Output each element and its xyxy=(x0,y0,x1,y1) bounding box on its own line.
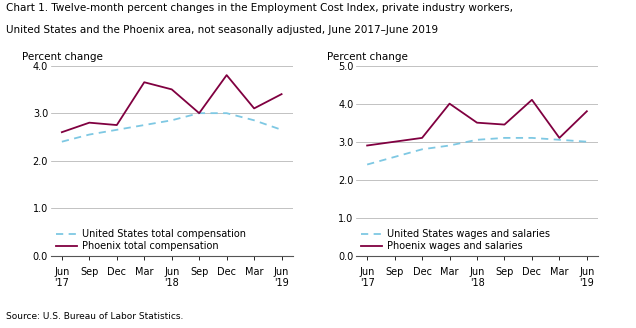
Text: Sep: Sep xyxy=(80,267,99,277)
Phoenix wages and salaries xyxy=(528,98,536,102)
Legend: United States wages and salaries, Phoenix wages and salaries: United States wages and salaries, Phoeni… xyxy=(357,225,554,255)
United States wages and salaries xyxy=(418,147,426,151)
Phoenix total compensation xyxy=(141,80,148,84)
Text: Jun: Jun xyxy=(469,267,485,277)
Phoenix wages and salaries xyxy=(583,109,591,113)
Text: Dec: Dec xyxy=(217,267,236,277)
Phoenix total compensation xyxy=(195,111,203,115)
Phoenix wages and salaries xyxy=(391,140,398,144)
United States wages and salaries xyxy=(446,144,453,148)
Text: '19: '19 xyxy=(579,278,594,288)
United States total compensation xyxy=(195,111,203,115)
Phoenix wages and salaries xyxy=(556,136,563,140)
Line: Phoenix total compensation: Phoenix total compensation xyxy=(62,75,282,132)
United States total compensation xyxy=(141,123,148,127)
Phoenix total compensation xyxy=(85,121,93,125)
Phoenix total compensation xyxy=(278,92,286,96)
Phoenix total compensation xyxy=(223,73,230,77)
Text: Dec: Dec xyxy=(522,267,541,277)
Text: Percent change: Percent change xyxy=(327,52,408,62)
Text: Jun: Jun xyxy=(54,267,69,277)
Text: Percent change: Percent change xyxy=(22,52,103,62)
United States total compensation xyxy=(113,128,121,132)
United States total compensation xyxy=(223,111,230,115)
Line: United States wages and salaries: United States wages and salaries xyxy=(367,138,587,165)
Phoenix wages and salaries xyxy=(418,136,426,140)
Text: United States and the Phoenix area, not seasonally adjusted, June 2017–June 2019: United States and the Phoenix area, not … xyxy=(6,25,438,34)
Line: United States total compensation: United States total compensation xyxy=(62,113,282,142)
Text: Sep: Sep xyxy=(190,267,209,277)
Text: Source: U.S. Bureau of Labor Statistics.: Source: U.S. Bureau of Labor Statistics. xyxy=(6,313,184,321)
United States wages and salaries xyxy=(556,138,563,142)
Text: Jun: Jun xyxy=(579,267,595,277)
Text: '18: '18 xyxy=(469,278,485,288)
United States total compensation xyxy=(278,128,286,132)
United States total compensation xyxy=(251,118,258,122)
Legend: United States total compensation, Phoenix total compensation: United States total compensation, Phoeni… xyxy=(52,225,250,255)
United States wages and salaries xyxy=(473,138,481,142)
United States wages and salaries xyxy=(583,140,591,144)
Phoenix total compensation xyxy=(168,88,176,92)
United States wages and salaries xyxy=(363,163,371,167)
Text: Chart 1. Twelve-month percent changes in the Employment Cost Index, private indu: Chart 1. Twelve-month percent changes in… xyxy=(6,3,513,13)
Phoenix wages and salaries xyxy=(473,121,481,125)
Text: '18: '18 xyxy=(164,278,179,288)
Text: Jun: Jun xyxy=(164,267,179,277)
Text: Jun: Jun xyxy=(359,267,375,277)
Phoenix total compensation xyxy=(113,123,121,127)
Phoenix total compensation xyxy=(58,130,66,134)
Text: Dec: Dec xyxy=(413,267,432,277)
Phoenix total compensation xyxy=(251,106,258,110)
Phoenix wages and salaries xyxy=(501,123,508,127)
Phoenix wages and salaries xyxy=(446,102,453,106)
United States wages and salaries xyxy=(391,155,398,159)
Text: Mar: Mar xyxy=(135,267,153,277)
Text: Mar: Mar xyxy=(550,267,569,277)
Text: Dec: Dec xyxy=(107,267,127,277)
Text: Jun: Jun xyxy=(274,267,289,277)
Text: '17: '17 xyxy=(360,278,375,288)
United States total compensation xyxy=(168,118,176,122)
Text: '17: '17 xyxy=(55,278,69,288)
United States wages and salaries xyxy=(501,136,508,140)
United States total compensation xyxy=(85,133,93,136)
United States total compensation xyxy=(58,140,66,144)
Text: Mar: Mar xyxy=(245,267,263,277)
Phoenix wages and salaries xyxy=(363,144,371,148)
Text: '19: '19 xyxy=(274,278,289,288)
Line: Phoenix wages and salaries: Phoenix wages and salaries xyxy=(367,100,587,146)
United States wages and salaries xyxy=(528,136,536,140)
Text: Sep: Sep xyxy=(385,267,404,277)
Text: Mar: Mar xyxy=(440,267,459,277)
Text: Sep: Sep xyxy=(495,267,514,277)
